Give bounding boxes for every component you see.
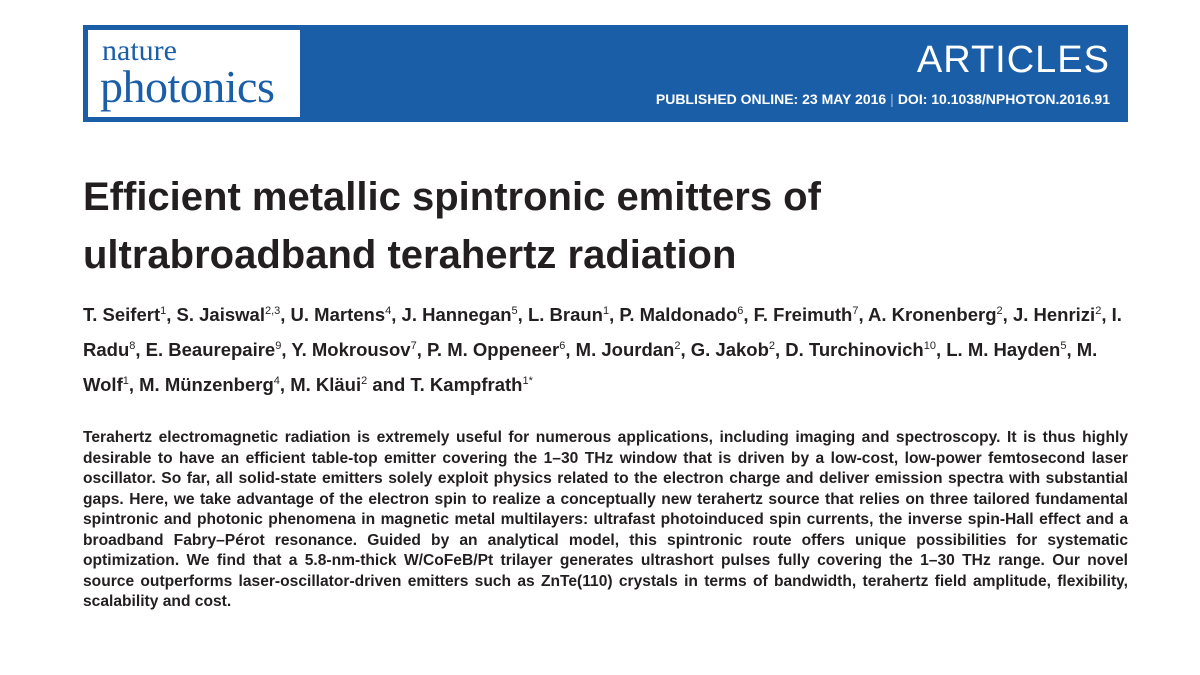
- author-name: M. Kläui: [290, 374, 362, 395]
- affiliation: 4: [385, 304, 392, 317]
- author-name: D. Turchinovich: [785, 339, 924, 360]
- author: L. M. Hayden5: [946, 339, 1077, 360]
- author: S. Jaiswal2,3: [177, 304, 291, 325]
- affiliation: 1*: [522, 374, 533, 387]
- author-name: I. Radu: [83, 304, 1122, 360]
- author-name: M. Münzenberg: [139, 374, 274, 395]
- affiliation: 4: [273, 374, 280, 387]
- affiliation: 2: [996, 304, 1003, 317]
- author-name: T. Kampfrath: [410, 374, 523, 395]
- author: L. Braun1: [528, 304, 619, 325]
- author: F. Freimuth7: [754, 304, 868, 325]
- affiliation: 8: [129, 339, 136, 352]
- published-date: PUBLISHED ONLINE: 23 MAY 2016: [655, 91, 887, 107]
- affiliation: 1: [122, 374, 129, 387]
- author: M. Münzenberg4: [139, 374, 290, 395]
- author: D. Turchinovich10: [785, 339, 946, 360]
- author: M. Kläui2: [290, 374, 367, 395]
- author: P. M. Oppeneer6: [427, 339, 576, 360]
- author: E. Beaurepaire9: [146, 339, 292, 360]
- affiliation: 9: [275, 339, 282, 352]
- affiliation: 7: [410, 339, 417, 352]
- affiliation: 2: [674, 339, 681, 352]
- affiliation: 1: [160, 304, 167, 317]
- author: P. Maldonado6: [619, 304, 753, 325]
- abstract: Terahertz electromagnetic radiation is e…: [83, 429, 1128, 610]
- affiliation: 2: [768, 339, 776, 352]
- affiliation: 5: [1060, 339, 1067, 352]
- affiliation: 2: [361, 374, 368, 387]
- journal-logo: nature photonics: [88, 30, 300, 117]
- affiliation: 7: [852, 304, 859, 317]
- author-name: M. Jourdan: [575, 339, 675, 360]
- author: J. Hannegan5: [402, 304, 528, 325]
- author: A. Kronenberg2: [868, 304, 1013, 325]
- affiliation: 2,3: [264, 304, 281, 317]
- author-name: E. Beaurepaire: [145, 339, 276, 360]
- author-name: T. Seifert: [83, 304, 161, 325]
- logo-line: photonics: [100, 61, 275, 112]
- author-name: U. Martens: [290, 304, 386, 325]
- author-name: L. Braun: [527, 304, 603, 325]
- author-name: A. Kronenberg: [868, 304, 997, 325]
- author: U. Martens4: [291, 304, 402, 325]
- author-name: L. M. Hayden: [946, 339, 1061, 360]
- section-label: ARTICLES: [916, 39, 1110, 81]
- author-name: P. M. Oppeneer: [426, 339, 560, 360]
- article-title: Efficient metallic spintronic emitters o…: [83, 175, 821, 277]
- affiliation: 10: [923, 339, 936, 352]
- affiliation: 6: [737, 304, 744, 317]
- author-name: M. Wolf: [83, 339, 1098, 395]
- affiliation: 2: [1095, 304, 1102, 317]
- separator: |: [890, 91, 894, 107]
- author-name: Y. Mokrousov: [291, 339, 411, 360]
- author-name: F. Freimuth: [753, 304, 853, 325]
- affiliation: 1: [602, 304, 610, 317]
- author: T. Seifert1: [83, 304, 177, 325]
- journal-header: nature photonics ARTICLES PUBLISHED ONLI…: [83, 25, 1128, 122]
- author: Y. Mokrousov7: [291, 339, 427, 360]
- conjunction: and: [372, 374, 406, 395]
- author: T. Kampfrath1*: [410, 374, 532, 395]
- doi: DOI: 10.1038/NPHOTON.2016.91: [897, 91, 1110, 107]
- author: G. Jakob2: [691, 339, 786, 360]
- author: J. Henrizi2: [1013, 304, 1112, 325]
- publication-info: PUBLISHED ONLINE: 23 MAY 2016 | DOI: 10.10…: [656, 91, 1110, 107]
- author-name: J. Hannegan: [401, 304, 512, 325]
- author-name: P. Maldonado: [619, 304, 738, 325]
- author: M. Jourdan2: [576, 339, 691, 360]
- affiliation: 5: [511, 304, 518, 317]
- author-name: S. Jaiswal: [176, 304, 265, 325]
- author-name: J. Henrizi: [1012, 304, 1096, 325]
- author-name: G. Jakob: [690, 339, 769, 360]
- affiliation: 6: [559, 339, 566, 352]
- author-list: T. Seifert1 S. Jaiswal2,3 U. Martens4 J.…: [83, 297, 1133, 402]
- logo-line: nature: [102, 34, 177, 67]
